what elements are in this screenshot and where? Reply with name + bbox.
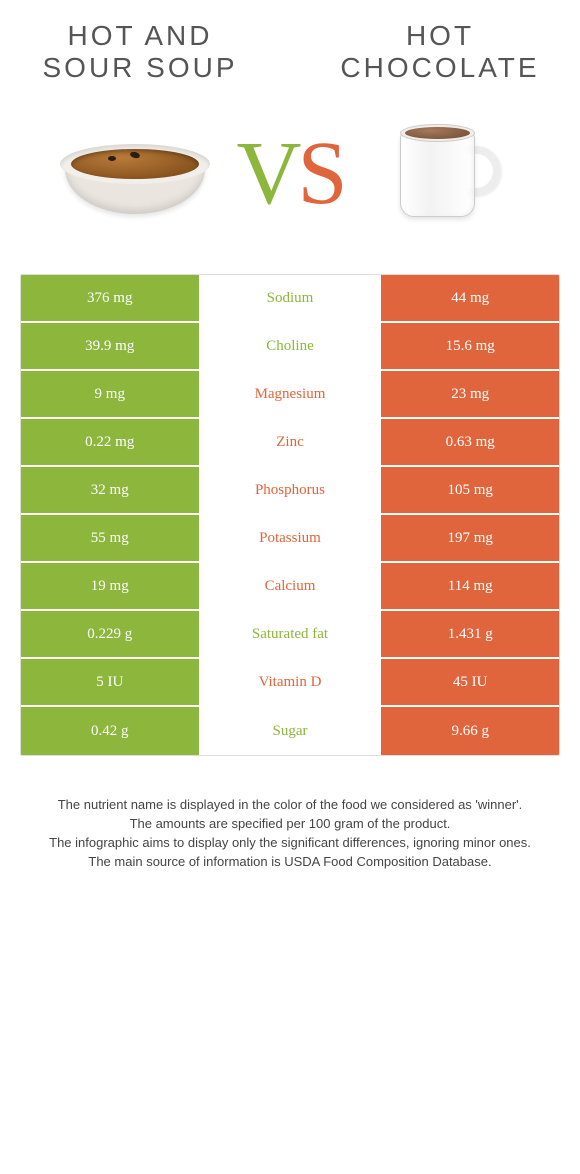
hot-chocolate-image — [370, 114, 520, 234]
table-row: 376 mgSodium44 mg — [21, 275, 559, 323]
value-left: 55 mg — [21, 515, 199, 561]
nutrient-label: Sugar — [199, 707, 382, 755]
footer-notes: The nutrient name is displayed in the co… — [20, 756, 560, 871]
nutrient-label: Zinc — [199, 419, 382, 465]
soup-image — [60, 114, 210, 234]
value-left: 0.42 g — [21, 707, 199, 755]
table-row: 0.229 gSaturated fat1.431 g — [21, 611, 559, 659]
value-left: 39.9 mg — [21, 323, 199, 369]
table-row: 32 mgPhosphorus105 mg — [21, 467, 559, 515]
footer-line-1: The nutrient name is displayed in the co… — [40, 796, 540, 815]
value-left: 9 mg — [21, 371, 199, 417]
value-right: 105 mg — [381, 467, 559, 513]
nutrient-label: Choline — [199, 323, 382, 369]
titles-row: HOT AND SOUR SOUP HOT CHOCOLATE — [20, 10, 560, 104]
infographic-root: HOT AND SOUR SOUP HOT CHOCOLATE VS 376 — [0, 0, 580, 1174]
footer-line-2: The amounts are specified per 100 gram o… — [40, 815, 540, 834]
footer-line-3: The infographic aims to display only the… — [40, 834, 540, 853]
value-right: 0.63 mg — [381, 419, 559, 465]
value-right: 114 mg — [381, 563, 559, 609]
nutrient-label: Magnesium — [199, 371, 382, 417]
table-row: 19 mgCalcium114 mg — [21, 563, 559, 611]
nutrient-label: Sodium — [199, 275, 382, 321]
vs-label: VS — [236, 129, 343, 219]
table-row: 5 IUVitamin D45 IU — [21, 659, 559, 707]
footer-line-4: The main source of information is USDA F… — [40, 853, 540, 872]
value-right: 1.431 g — [381, 611, 559, 657]
title-left: HOT AND SOUR SOUP — [40, 20, 240, 84]
table-row: 9 mgMagnesium23 mg — [21, 371, 559, 419]
table-row: 0.42 gSugar9.66 g — [21, 707, 559, 755]
value-left: 19 mg — [21, 563, 199, 609]
value-right: 44 mg — [381, 275, 559, 321]
table-row: 0.22 mgZinc0.63 mg — [21, 419, 559, 467]
nutrient-label: Potassium — [199, 515, 382, 561]
value-left: 5 IU — [21, 659, 199, 705]
value-right: 45 IU — [381, 659, 559, 705]
value-left: 376 mg — [21, 275, 199, 321]
title-right: HOT CHOCOLATE — [340, 20, 540, 84]
value-right: 15.6 mg — [381, 323, 559, 369]
table-row: 55 mgPotassium197 mg — [21, 515, 559, 563]
value-left: 0.229 g — [21, 611, 199, 657]
value-right: 23 mg — [381, 371, 559, 417]
hero-row: VS — [20, 104, 560, 274]
value-left: 32 mg — [21, 467, 199, 513]
value-right: 9.66 g — [381, 707, 559, 755]
value-left: 0.22 mg — [21, 419, 199, 465]
value-right: 197 mg — [381, 515, 559, 561]
nutrient-label: Vitamin D — [199, 659, 382, 705]
nutrient-label: Phosphorus — [199, 467, 382, 513]
nutrient-table: 376 mgSodium44 mg39.9 mgCholine15.6 mg9 … — [20, 274, 560, 756]
table-row: 39.9 mgCholine15.6 mg — [21, 323, 559, 371]
vs-v: V — [236, 129, 297, 219]
vs-s: S — [297, 129, 343, 219]
nutrient-label: Saturated fat — [199, 611, 382, 657]
nutrient-label: Calcium — [199, 563, 382, 609]
